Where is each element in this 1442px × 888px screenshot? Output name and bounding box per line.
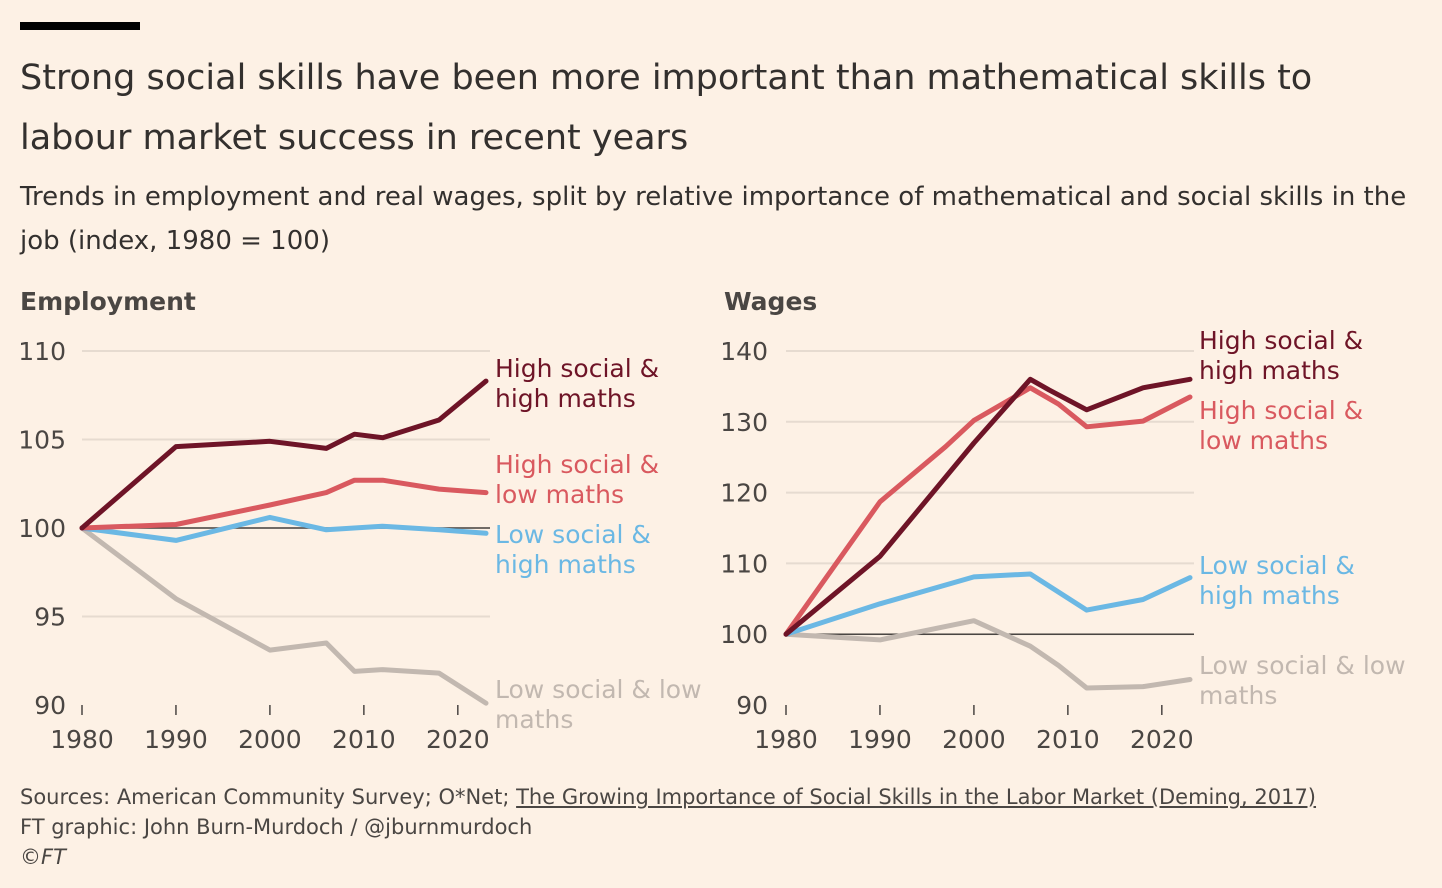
employment-line-hslm: [79, 477, 489, 531]
chart-title: Strong social skills have been more impo…: [20, 58, 1313, 158]
employment-chart: 90 95 100 105 110 1980 1990 2000 2010 2020 High so…: [18, 337, 701, 754]
employment-xtick-label: 2000: [238, 725, 302, 754]
employment-label-line: Low social &: [495, 520, 651, 549]
wages-label-line: High social &: [1199, 396, 1363, 425]
wages-line-lshm: [783, 571, 1193, 637]
employment-ytick-label: 95: [34, 603, 66, 632]
wages-line-hslm: [783, 385, 1193, 637]
wages-panel-title: Wages: [724, 287, 818, 316]
employment-label-line: high maths: [495, 550, 636, 579]
wages-label-line: maths: [1199, 681, 1277, 710]
employment-label-line: High social &: [495, 450, 659, 479]
employment-line-hshm: [79, 378, 489, 531]
employment-label-line: high maths: [495, 384, 636, 413]
wages-xtick-label: 2000: [942, 725, 1006, 754]
employment-panel-title: Employment: [20, 287, 196, 316]
wages-xtick-label: 2010: [1036, 725, 1100, 754]
wages-ytick-label: 120: [720, 479, 768, 508]
sources-prefix: Sources: American Community Survey; O*Ne…: [20, 785, 517, 809]
wages-label-lslm: Low social & low maths: [1199, 651, 1406, 710]
employment-ytick-label: 90: [34, 691, 66, 720]
employment-xtick-label: 2010: [332, 725, 396, 754]
wages-label-line: low maths: [1199, 426, 1328, 455]
wages-chart: 90 100 110 120 130 140 1980 1990 2000 2010 2020 Hig…: [720, 326, 1405, 754]
wages-label-line: High social &: [1199, 326, 1363, 355]
wages-label-line: Low social & low: [1199, 651, 1406, 680]
wages-xtick-label: 2020: [1130, 725, 1194, 754]
employment-label-line: maths: [495, 705, 573, 734]
wages-ytick-label: 100: [720, 620, 768, 649]
sources-note: Sources: American Community Survey; O*Ne…: [20, 782, 1316, 812]
copyright: ©FT: [20, 845, 66, 869]
sources-link[interactable]: The Growing Importance of Social Skills …: [516, 785, 1317, 809]
wages-ytick-label: 140: [720, 337, 768, 366]
wages-line-lslm: [783, 618, 1193, 691]
employment-line-lslm: [79, 525, 489, 706]
employment-label-line: High social &: [495, 354, 659, 383]
employment-ytick-label: 110: [18, 337, 66, 366]
wages-ytick-label: 90: [736, 691, 768, 720]
wages-label-line: high maths: [1199, 356, 1340, 385]
wages-label-hslm: High social & low maths: [1199, 396, 1363, 455]
chart-subtitle: Trends in employment and real wages, spl…: [20, 182, 1407, 256]
wages-label-lshm: Low social & high maths: [1199, 551, 1355, 610]
employment-label-line: low maths: [495, 480, 624, 509]
graphic-credit: FT graphic: John Burn-Murdoch / @jburnmu…: [20, 815, 533, 839]
employment-xtick-label: 2020: [426, 725, 490, 754]
wages-label-line: high maths: [1199, 581, 1340, 610]
employment-label-hshm: High social & high maths: [495, 354, 659, 413]
wages-ytick-label: 130: [720, 408, 768, 437]
wages-xtick-label: 1990: [848, 725, 912, 754]
wages-xtick-label: 1980: [754, 725, 818, 754]
employment-label-hslm: High social & low maths: [495, 450, 659, 509]
employment-ytick-label: 105: [18, 426, 66, 455]
wages-label-hshm: High social & high maths: [1199, 326, 1363, 385]
wages-label-line: Low social &: [1199, 551, 1355, 580]
employment-label-line: Low social & low: [495, 675, 702, 704]
employment-line-lshm: [79, 514, 489, 543]
ft-top-rule: [20, 22, 140, 30]
wages-ytick-label: 110: [720, 549, 768, 578]
wages-line-hshm: [783, 376, 1193, 637]
employment-xtick-label: 1990: [144, 725, 208, 754]
employment-label-lslm: Low social & low maths: [495, 675, 702, 734]
employment-ytick-label: 100: [18, 514, 66, 543]
employment-label-lshm: Low social & high maths: [495, 520, 651, 579]
employment-xtick-label: 1980: [50, 725, 114, 754]
